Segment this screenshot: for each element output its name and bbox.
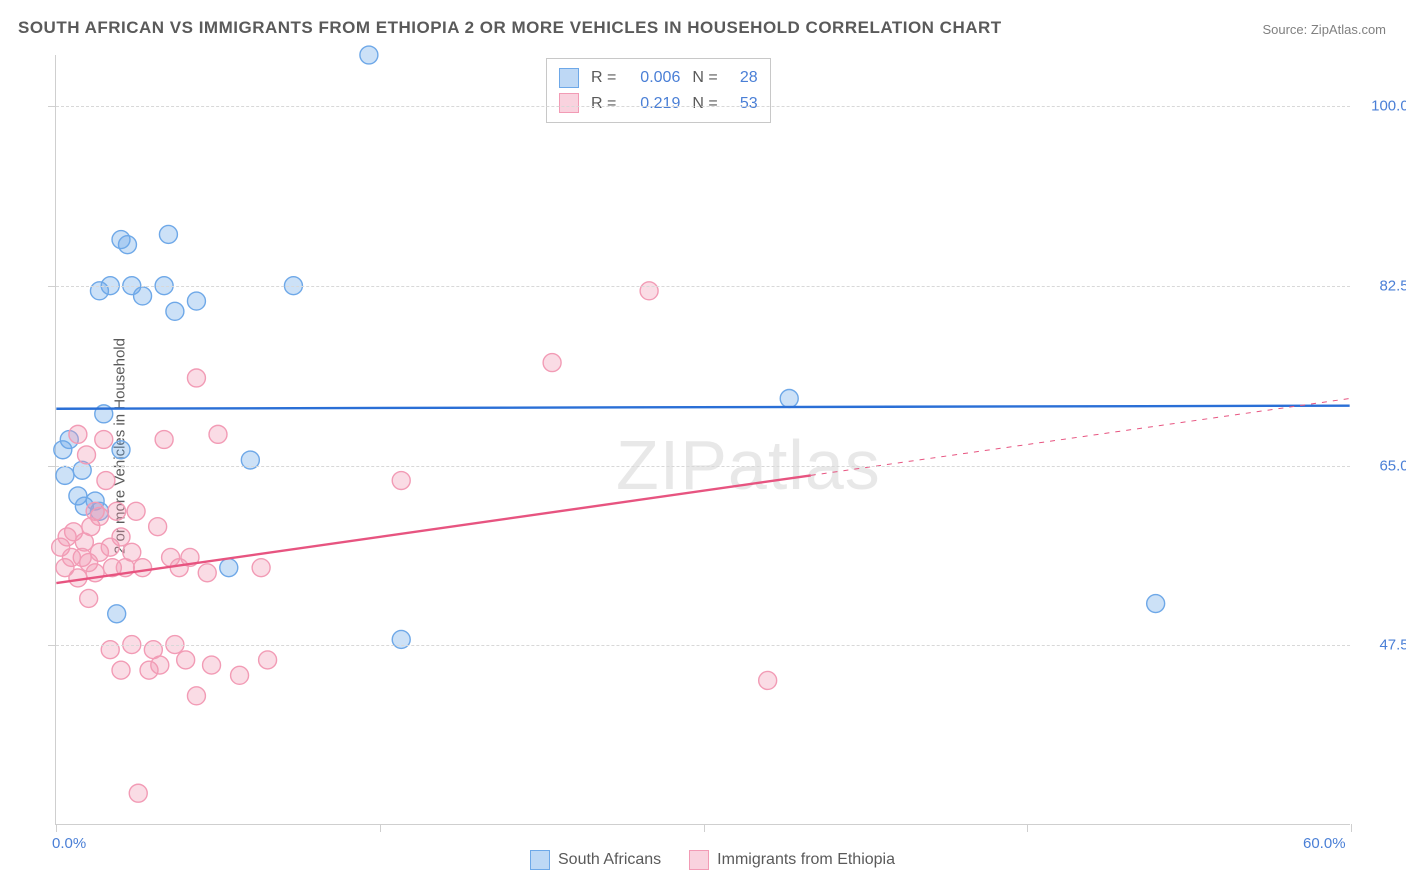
data-point: [187, 292, 205, 310]
data-point: [151, 656, 169, 674]
x-tick-label: 60.0%: [1303, 835, 1346, 852]
gridline: [56, 286, 1350, 287]
chart-area: ZIPatlas R = 0.006 N = 28 R = 0.219 N = …: [55, 55, 1350, 825]
data-point: [360, 46, 378, 64]
n-label: N =: [692, 65, 717, 91]
data-point: [129, 784, 147, 802]
legend-series: South Africans Immigrants from Ethiopia: [530, 850, 895, 870]
legend-stats: R = 0.006 N = 28 R = 0.219 N = 53: [546, 58, 771, 123]
data-point: [69, 425, 87, 443]
r-value-1: 0.219: [628, 91, 680, 117]
legend-item-0: South Africans: [530, 850, 661, 870]
y-tick-label: 65.0%: [1379, 457, 1406, 474]
n-label: N =: [692, 91, 717, 117]
data-point: [759, 671, 777, 689]
x-tick-label: 0.0%: [52, 835, 86, 852]
data-point: [159, 225, 177, 243]
data-point: [56, 466, 74, 484]
plot-svg: [56, 55, 1350, 824]
r-value-0: 0.006: [628, 65, 680, 91]
swatch-series-0: [559, 68, 579, 88]
gridline: [56, 466, 1350, 467]
trend-line-dashed: [811, 398, 1350, 475]
trend-line: [56, 475, 810, 583]
data-point: [198, 564, 216, 582]
data-point: [95, 431, 113, 449]
data-point: [1147, 595, 1165, 613]
gridline: [56, 106, 1350, 107]
gridline: [56, 645, 1350, 646]
data-point: [209, 425, 227, 443]
r-label: R =: [591, 65, 616, 91]
data-point: [177, 651, 195, 669]
x-tick: [704, 824, 705, 832]
data-point: [97, 472, 115, 490]
data-point: [231, 666, 249, 684]
n-value-0: 28: [730, 65, 758, 91]
swatch-series-1: [689, 850, 709, 870]
data-point: [640, 282, 658, 300]
data-point: [127, 502, 145, 520]
y-tick-label: 47.5%: [1379, 637, 1406, 654]
trend-line: [56, 406, 1349, 409]
y-tick: [48, 106, 56, 107]
data-point: [80, 589, 98, 607]
x-tick: [56, 824, 57, 832]
data-point: [543, 354, 561, 372]
legend-label-1: Immigrants from Ethiopia: [717, 851, 895, 869]
n-value-1: 53: [730, 91, 758, 117]
data-point: [780, 389, 798, 407]
data-point: [90, 507, 108, 525]
legend-item-1: Immigrants from Ethiopia: [689, 850, 895, 870]
data-point: [155, 431, 173, 449]
y-tick: [48, 645, 56, 646]
legend-stats-row-0: R = 0.006 N = 28: [559, 65, 758, 91]
data-point: [112, 661, 130, 679]
swatch-series-1: [559, 93, 579, 113]
data-point: [78, 446, 96, 464]
data-point: [112, 528, 130, 546]
data-point: [134, 559, 152, 577]
chart-title: SOUTH AFRICAN VS IMMIGRANTS FROM ETHIOPI…: [18, 18, 1002, 38]
data-point: [166, 302, 184, 320]
data-point: [134, 287, 152, 305]
data-point: [123, 543, 141, 561]
r-label: R =: [591, 91, 616, 117]
data-point: [108, 605, 126, 623]
y-tick-label: 100.0%: [1371, 98, 1406, 115]
data-point: [187, 369, 205, 387]
data-point: [187, 687, 205, 705]
swatch-series-0: [530, 850, 550, 870]
x-tick: [1027, 824, 1028, 832]
legend-stats-row-1: R = 0.219 N = 53: [559, 91, 758, 117]
x-tick: [380, 824, 381, 832]
data-point: [392, 472, 410, 490]
data-point: [112, 441, 130, 459]
data-point: [259, 651, 277, 669]
data-point: [149, 518, 167, 536]
data-point: [203, 656, 221, 674]
legend-label-0: South Africans: [558, 851, 661, 869]
x-tick: [1351, 824, 1352, 832]
data-point: [108, 502, 126, 520]
source-label: Source: ZipAtlas.com: [1262, 22, 1386, 37]
data-point: [220, 559, 238, 577]
y-tick: [48, 466, 56, 467]
data-point: [101, 641, 119, 659]
data-point: [118, 236, 136, 254]
y-tick: [48, 286, 56, 287]
data-point: [252, 559, 270, 577]
y-tick-label: 82.5%: [1379, 278, 1406, 295]
